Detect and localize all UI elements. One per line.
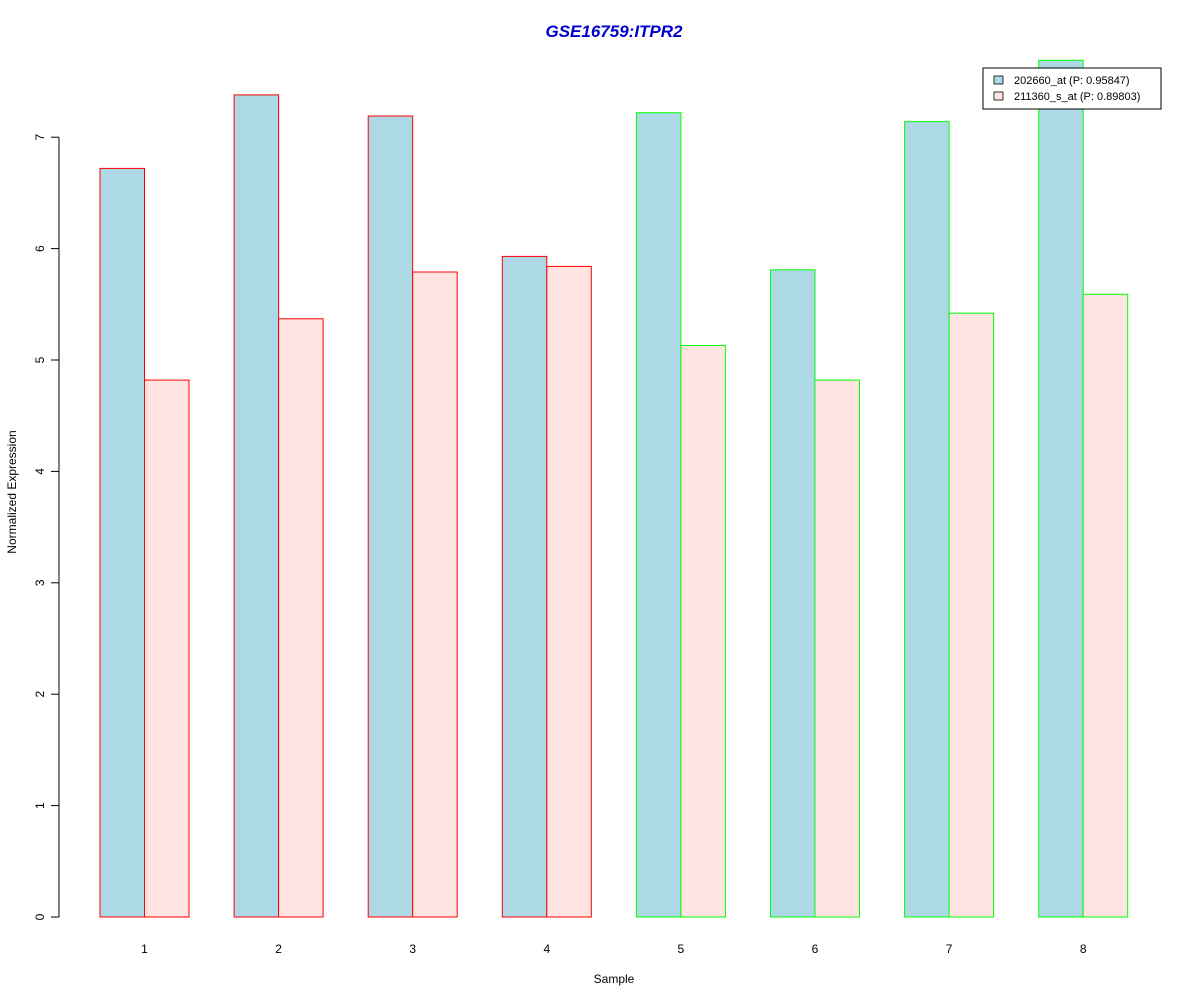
bar-s2-sample-3 <box>412 271 458 918</box>
legend-swatch-series-1 <box>993 75 1004 85</box>
bar-s2-sample-5 <box>680 345 726 918</box>
bar-s1-sample-1 <box>99 167 145 918</box>
bar-s2-sample-7 <box>948 312 995 918</box>
y-axis-label: Normalized Expression <box>5 430 19 553</box>
y-tick-label: 4 <box>33 468 47 475</box>
bar-s2-sample-8 <box>1082 293 1129 918</box>
bar-s2-sample-1 <box>144 379 190 918</box>
legend-box <box>982 67 1162 110</box>
x-tick-label: 3 <box>409 942 416 956</box>
bar-s2-sample-6 <box>814 379 860 918</box>
x-tick-label: 7 <box>946 942 953 956</box>
y-tick-label: 7 <box>33 134 47 141</box>
bar-s1-sample-8 <box>1038 59 1084 918</box>
bar-s1-sample-5 <box>635 112 682 918</box>
legend: 202660_at (P: 0.95847) 211360_s_at (P: 0… <box>982 67 1162 110</box>
bar-s1-sample-6 <box>770 269 816 918</box>
x-axis-label: Sample <box>594 972 635 986</box>
bar-s1-sample-4 <box>501 255 548 918</box>
legend-swatch-series-2 <box>993 91 1004 101</box>
x-tick-label: 8 <box>1080 942 1087 956</box>
y-axis: 0 1 2 3 4 5 6 7 <box>33 134 60 920</box>
bar-s1-sample-2 <box>233 94 280 918</box>
x-axis-labels: 1 2 3 4 5 6 7 8 <box>141 942 1087 956</box>
bar-s1-sample-3 <box>367 115 414 918</box>
bar-s2-sample-2 <box>278 318 324 918</box>
x-tick-label: 2 <box>275 942 282 956</box>
y-tick-label: 6 <box>33 245 47 252</box>
chart-title: GSE16759:ITPR2 <box>545 22 683 41</box>
bar-s2-sample-4 <box>546 265 592 918</box>
y-tick-label: 1 <box>33 802 47 809</box>
x-tick-label: 1 <box>141 942 148 956</box>
legend-label-series-2: 211360_s_at (P: 0.89803) <box>1014 91 1140 103</box>
bar-s1-sample-7 <box>904 121 950 918</box>
bars-layer <box>99 59 1129 918</box>
y-tick-label: 5 <box>33 356 47 363</box>
x-tick-label: 6 <box>812 942 819 956</box>
x-tick-label: 5 <box>678 942 685 956</box>
legend-label-series-1: 202660_at (P: 0.95847) <box>1014 75 1130 87</box>
y-tick-label: 3 <box>33 579 47 586</box>
x-tick-label: 4 <box>543 942 550 956</box>
y-tick-label: 2 <box>33 691 47 698</box>
y-tick-label: 0 <box>33 913 47 920</box>
